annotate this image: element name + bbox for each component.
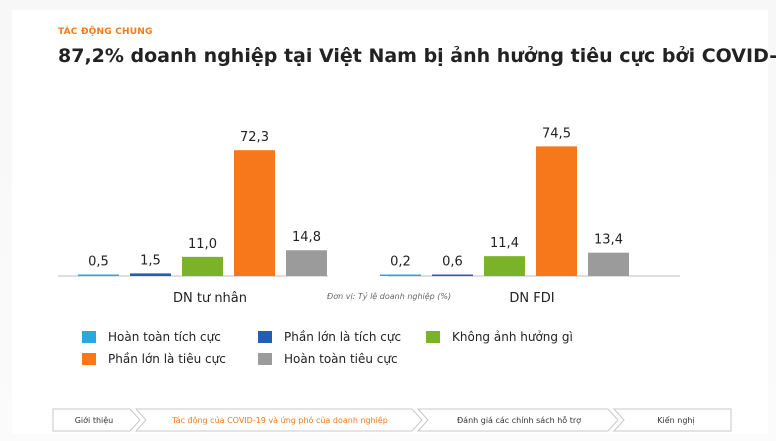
page-title: 87,2% doanh nghiệp tại Việt Nam bị ảnh h… <box>58 45 776 67</box>
data-label: 1,5 <box>140 253 161 268</box>
bar <box>588 252 629 276</box>
nav-step-danh-gia[interactable]: Đánh giá các chính sách hỗ trợ <box>456 415 582 425</box>
legend-item-hoan-toan-tieu-cuc: Hoàn toàn tiêu cực <box>258 352 398 366</box>
data-label: 14,8 <box>292 230 321 245</box>
data-label: 0,5 <box>88 255 109 270</box>
nav-step-gioi-thieu[interactable]: Giới thiệu <box>74 415 114 425</box>
bar <box>182 256 223 276</box>
legend-label: Phần lớn là tích cực <box>284 330 402 344</box>
legend-item-phan-lon-tieu-cuc: Phần lớn là tiêu cực <box>82 352 226 366</box>
legend-swatch <box>258 353 272 365</box>
category-label: DN FDI <box>509 291 554 306</box>
data-label: 11,4 <box>490 236 519 251</box>
legend-label: Hoàn toàn tích cực <box>108 330 221 344</box>
legend-label: Không ảnh hưởng gì <box>452 330 573 344</box>
data-label: 72,3 <box>240 130 269 145</box>
data-label: 74,5 <box>542 126 571 141</box>
bar <box>78 274 119 276</box>
unit-note: Đơn vị: Tỷ lệ doanh nghiệp (%) <box>327 292 452 301</box>
bar <box>234 150 275 276</box>
bar <box>432 274 473 276</box>
chart-legend: Hoàn toàn tích cực Phần lớn là tích cực … <box>82 330 642 378</box>
data-label: 0,6 <box>442 255 463 270</box>
data-label: 11,0 <box>188 237 217 252</box>
bar <box>286 250 327 276</box>
legend-label: Hoàn toàn tiêu cực <box>284 352 398 366</box>
bar <box>484 256 525 276</box>
nav-step-tac-dong[interactable]: Tác động của COVID-19 và ứng phó của doa… <box>172 415 388 425</box>
legend-item-hoan-toan-tich-cuc: Hoàn toàn tích cực <box>82 330 221 344</box>
data-label: 0,2 <box>390 255 411 270</box>
nav-step-kien-nghi[interactable]: Kiến nghị <box>657 415 695 425</box>
bar <box>130 273 171 276</box>
legend-item-phan-lon-tich-cuc: Phần lớn là tích cực <box>258 330 401 344</box>
bar <box>536 146 577 276</box>
stepper-outline <box>52 408 732 432</box>
slide-card <box>12 10 768 434</box>
legend-label: Phần lớn là tiêu cực <box>108 352 226 366</box>
data-label: 13,4 <box>594 233 623 248</box>
legend-swatch <box>258 331 272 343</box>
bar <box>380 274 421 276</box>
section-tag: TÁC ĐỘNG CHUNG <box>58 27 153 37</box>
legend-swatch <box>82 353 96 365</box>
legend-swatch <box>426 331 440 343</box>
legend-item-khong-anh-huong: Không ảnh hưởng gì <box>426 330 573 344</box>
navigation-stepper: Giới thiệu Tác động của COVID-19 và ứng … <box>52 408 732 432</box>
category-label: DN tư nhân <box>173 291 247 306</box>
legend-swatch <box>82 331 96 343</box>
